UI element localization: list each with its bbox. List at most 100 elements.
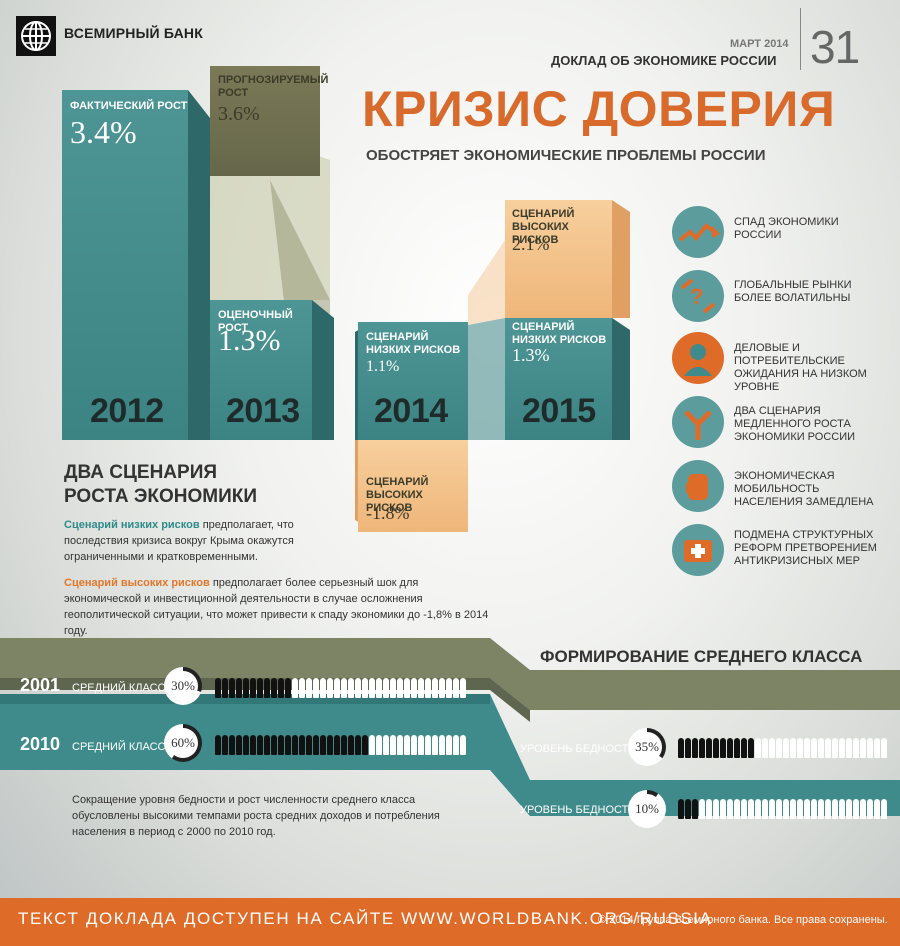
- people-2001: [215, 676, 467, 698]
- person-figure: [832, 738, 838, 758]
- row-2010-label: СРЕДНИЙ КЛАСС: [72, 741, 166, 753]
- volatility-icon: ?: [672, 270, 724, 322]
- person-figure: [734, 738, 740, 758]
- organization-name: ВСЕМИРНЫЙ БАНК: [64, 25, 203, 41]
- person-figure: [257, 735, 263, 755]
- scenario-low-name: Сценарий низких рисков: [64, 519, 200, 531]
- person-figure: [446, 678, 452, 698]
- person-figure: [418, 735, 424, 755]
- person-figure: [881, 738, 887, 758]
- person-figure: [453, 678, 459, 698]
- bar-2015-low-value: 1.3%: [512, 345, 550, 365]
- person-figure: [222, 735, 228, 755]
- person-figure: [376, 678, 382, 698]
- person-figure: [881, 799, 887, 819]
- person-figure: [713, 738, 719, 758]
- person-figure: [811, 799, 817, 819]
- person-figure: [685, 799, 691, 819]
- person-figure: [292, 735, 298, 755]
- person-figure: [229, 678, 235, 698]
- person-figure: [236, 735, 242, 755]
- person-figure: [390, 678, 396, 698]
- person-figure: [797, 799, 803, 819]
- donut-poverty-2: 10%: [628, 790, 666, 828]
- donut-poverty-2-inner: [632, 794, 662, 824]
- person-figure: [748, 738, 754, 758]
- person-figure: [369, 735, 375, 755]
- bar-2012-value: 3.4%: [70, 114, 137, 150]
- donut-2001: 30%: [164, 667, 202, 705]
- headline: КРИЗИС ДОВЕРИЯ: [362, 81, 836, 137]
- bar-2015-high-label: СЦЕНАРИЙ ВЫСОКИХ РИСКОВ: [512, 208, 575, 246]
- person-figure: [243, 735, 249, 755]
- person-figure: [460, 678, 466, 698]
- person-figure: [404, 678, 410, 698]
- person-figure: [418, 678, 424, 698]
- person-figure: [362, 678, 368, 698]
- person-figure: [678, 738, 684, 758]
- person-figure: [769, 738, 775, 758]
- year-2012: 2012: [90, 392, 164, 430]
- report-date: МАРТ 2014: [730, 38, 789, 50]
- bar-2013: [210, 300, 312, 440]
- person-figure: [390, 735, 396, 755]
- person-figure: [222, 678, 228, 698]
- person-figure: [299, 678, 305, 698]
- person-figure: [355, 678, 361, 698]
- bar-2012-label: ФАКТИЧЕСКИЙ РОСТ: [70, 100, 188, 112]
- person-figure: [811, 738, 817, 758]
- person-figure: [264, 678, 270, 698]
- person-figure: [762, 799, 768, 819]
- person-figure: [376, 735, 382, 755]
- row-2010-year: 2010: [20, 734, 61, 754]
- person-figure: [832, 799, 838, 819]
- person-figure: [692, 738, 698, 758]
- person-figure: [299, 735, 305, 755]
- person-figure: [874, 799, 880, 819]
- person-figure: [341, 735, 347, 755]
- issue-text-4: ДВА СЦЕНАРИЯ МЕДЛЕННОГО РОСТА ЭКОНОМИКИ …: [734, 405, 856, 443]
- person-figure: [369, 678, 375, 698]
- person-figure: [867, 738, 873, 758]
- downturn-icon: [672, 206, 724, 258]
- scenario-high-name: Сценарий высоких рисков: [64, 577, 210, 589]
- issue-text-1: СПАД ЭКОНОМИКИ РОССИИ: [734, 216, 839, 241]
- person-figure: [874, 738, 880, 758]
- bar-2014-high: [358, 440, 468, 532]
- person-figure: [713, 799, 719, 819]
- world-bank-logo: [16, 16, 56, 56]
- person-figure: [306, 678, 312, 698]
- person-figure: [327, 678, 333, 698]
- year-2015: 2015: [522, 392, 596, 430]
- footer-copyright: © 2014 Группа Всемирного банка. Все прав…: [598, 914, 888, 926]
- row-2001-label: СРЕДНИЙ КЛАСС: [72, 682, 166, 694]
- person-figure: [685, 738, 691, 758]
- person-figure: [320, 735, 326, 755]
- person-figure: [278, 735, 284, 755]
- scenario-low-paragraph: Сценарий низких рисков предполагает, что…: [64, 517, 304, 565]
- person-figure: [699, 738, 705, 758]
- person-figure: [769, 799, 775, 819]
- person-figure: [341, 678, 347, 698]
- person-figure: [439, 735, 445, 755]
- header-divider: [800, 8, 801, 70]
- bar-2012: [62, 90, 188, 440]
- scenario-high-text: предполагает более серьезный шок для эко…: [64, 577, 489, 637]
- person-figure: [250, 678, 256, 698]
- year-2014: 2014: [374, 392, 448, 430]
- person-figure: [755, 799, 761, 819]
- person-figure: [853, 799, 859, 819]
- donut-2001-inner: [168, 671, 198, 701]
- person-figure: [706, 738, 712, 758]
- person-figure: [383, 678, 389, 698]
- person-figure: [397, 678, 403, 698]
- person-figure: [439, 678, 445, 698]
- person-figure: [446, 735, 452, 755]
- person-figure: [748, 799, 754, 819]
- people-poverty-2: [678, 797, 888, 819]
- person-figure: [397, 735, 403, 755]
- person-figure: [292, 678, 298, 698]
- person-figure: [453, 735, 459, 755]
- person-figure: [755, 738, 761, 758]
- person-figure: [348, 678, 354, 698]
